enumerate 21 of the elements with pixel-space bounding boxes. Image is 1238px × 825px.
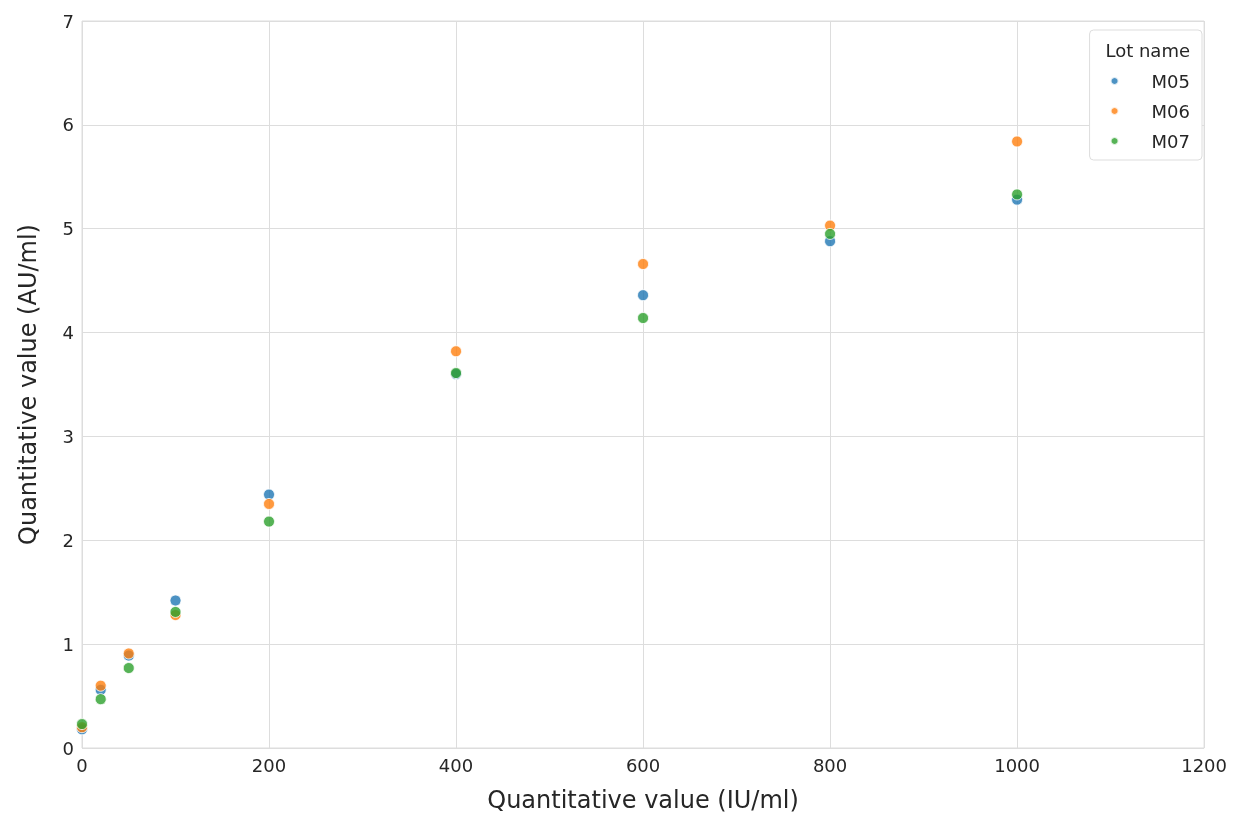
y-tick-label: 2 <box>62 529 74 551</box>
x-tick-label: 400 <box>438 754 474 776</box>
x-axis-title: Quantitative value (IU/ml) <box>487 786 799 814</box>
x-tick-label: 1200 <box>1181 754 1227 776</box>
y-tick-label: 1 <box>62 633 74 655</box>
x-tick-label: 800 <box>812 754 848 776</box>
legend-label: M05 <box>1151 70 1190 92</box>
legend-label: M06 <box>1151 100 1190 122</box>
y-tick-label: 4 <box>62 322 74 344</box>
x-tick-label: 0 <box>76 754 88 776</box>
x-tick-label: 1000 <box>994 754 1040 776</box>
y-axis-title: Quantitative value (AU/ml) <box>14 224 42 545</box>
y-tick-label: 7 <box>62 10 74 32</box>
legend-title: Lot name <box>1105 39 1191 61</box>
x-tick-label: 600 <box>625 754 661 776</box>
y-tick-label: 6 <box>62 114 74 136</box>
y-tick-label: 3 <box>62 425 74 447</box>
x-tick-label: 200 <box>251 754 287 776</box>
y-tick-label: 0 <box>62 737 74 759</box>
legend-label: M07 <box>1151 130 1190 152</box>
y-tick-label: 5 <box>62 218 74 240</box>
